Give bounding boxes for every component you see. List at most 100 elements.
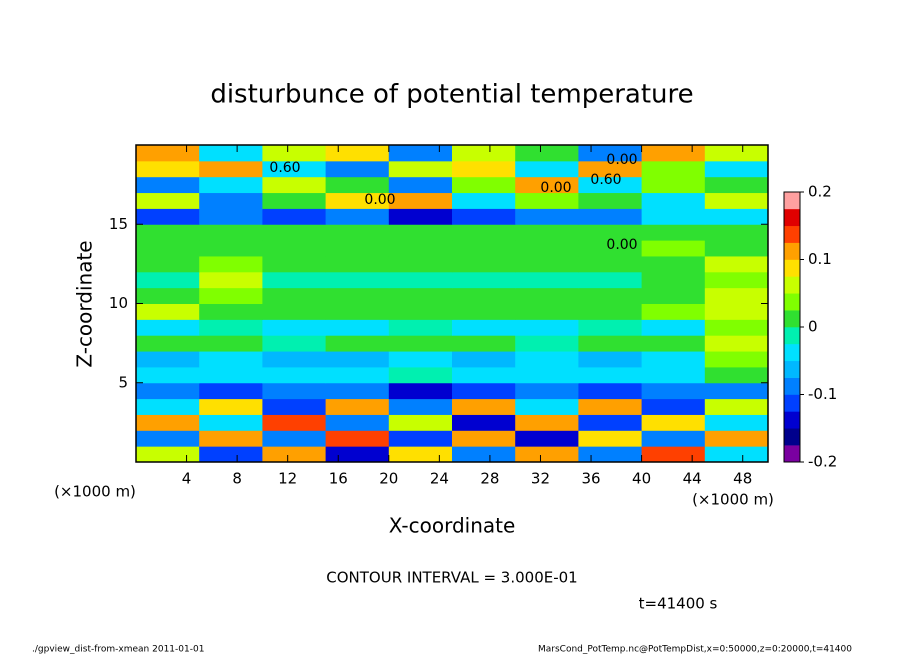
heat-cell bbox=[388, 224, 453, 241]
heat-cell bbox=[136, 398, 200, 415]
colorbar-tick-label: 0.2 bbox=[808, 183, 832, 201]
heat-cell bbox=[388, 430, 453, 447]
heat-cell bbox=[325, 192, 390, 209]
heat-cell bbox=[262, 382, 327, 400]
heat-cell bbox=[136, 446, 200, 463]
heat-cell bbox=[452, 335, 516, 352]
heat-cell bbox=[578, 351, 643, 368]
heat-cell bbox=[641, 366, 706, 384]
heat-cell bbox=[704, 430, 769, 447]
x-tick-label: 24 bbox=[430, 470, 449, 488]
heat-cell bbox=[515, 224, 579, 241]
heat-cell bbox=[515, 176, 579, 194]
heat-cell bbox=[325, 335, 390, 352]
heat-cell bbox=[325, 430, 390, 447]
colorbar-swatch bbox=[784, 377, 800, 395]
y-tick-label: 10 bbox=[109, 294, 128, 312]
heat-cell bbox=[136, 366, 200, 384]
heat-cell bbox=[641, 446, 706, 463]
heat-cell bbox=[704, 382, 769, 400]
y-tick-label: 5 bbox=[118, 373, 128, 391]
heat-cell bbox=[199, 335, 263, 352]
heat-cell bbox=[262, 255, 327, 273]
heat-cell bbox=[136, 255, 200, 273]
heat-cell bbox=[262, 366, 327, 384]
time-note: t=41400 s bbox=[639, 595, 718, 613]
heat-cell bbox=[452, 414, 516, 431]
heat-cell bbox=[578, 303, 643, 320]
heat-cell bbox=[515, 430, 579, 447]
heat-cell bbox=[136, 303, 200, 320]
heat-cell bbox=[262, 446, 327, 463]
heat-cell bbox=[388, 382, 453, 400]
heat-cell bbox=[578, 224, 643, 241]
heat-cell bbox=[325, 319, 390, 336]
heat-cell bbox=[452, 398, 516, 415]
heat-cell bbox=[578, 335, 643, 352]
heat-cell bbox=[704, 398, 769, 415]
heat-cell bbox=[578, 160, 643, 178]
heat-cell bbox=[515, 335, 579, 352]
heat-cell bbox=[452, 446, 516, 463]
contour-label: 0.00 bbox=[540, 180, 571, 196]
heat-cell bbox=[704, 145, 769, 162]
heat-cell bbox=[136, 319, 200, 336]
heat-cell bbox=[262, 145, 327, 162]
heat-cell bbox=[262, 192, 327, 209]
colorbar-tick-label: 0 bbox=[808, 318, 818, 336]
heat-cell bbox=[704, 208, 769, 225]
heat-cell bbox=[325, 398, 390, 415]
heat-cell bbox=[515, 271, 579, 289]
heat-cell bbox=[515, 160, 579, 178]
heat-cell bbox=[515, 414, 579, 431]
heat-cell bbox=[136, 335, 200, 352]
heat-cell bbox=[199, 351, 263, 368]
heat-cell bbox=[199, 208, 263, 225]
heat-cell bbox=[262, 287, 327, 304]
heat-cell bbox=[452, 192, 516, 209]
heat-cell bbox=[136, 145, 200, 162]
footer-left: ./gpview_dist-from-xmean 2011-01-01 bbox=[32, 645, 204, 654]
heat-cell bbox=[325, 160, 390, 178]
heat-cell bbox=[578, 208, 643, 225]
heat-cell bbox=[325, 240, 390, 257]
heat-cell bbox=[199, 430, 263, 447]
heat-cell bbox=[388, 366, 453, 384]
heat-cell bbox=[704, 224, 769, 241]
heat-cell bbox=[262, 335, 327, 352]
heat-cell bbox=[199, 398, 263, 415]
heat-cell bbox=[325, 414, 390, 431]
heat-cell bbox=[515, 208, 579, 225]
heat-cell bbox=[641, 430, 706, 447]
heat-cell bbox=[136, 176, 200, 194]
heat-cell bbox=[262, 271, 327, 289]
colorbar-swatch bbox=[784, 360, 800, 378]
heat-cell bbox=[704, 319, 769, 336]
heat-cell bbox=[452, 160, 516, 178]
heat-cell bbox=[452, 303, 516, 320]
heat-cell bbox=[262, 319, 327, 336]
heat-cell bbox=[578, 382, 643, 400]
heat-cell bbox=[704, 351, 769, 368]
y-axis-label: Z-coordinate bbox=[73, 240, 97, 367]
heat-cell bbox=[325, 287, 390, 304]
heat-cell bbox=[452, 366, 516, 384]
x-tick-label: 4 bbox=[182, 470, 192, 488]
heat-cell bbox=[641, 192, 706, 209]
heat-cell bbox=[641, 176, 706, 194]
heat-cell bbox=[704, 255, 769, 273]
x-tick-label: 44 bbox=[683, 470, 702, 488]
heat-cell bbox=[578, 414, 643, 431]
heat-cell bbox=[262, 208, 327, 225]
colorbar-swatch bbox=[784, 208, 800, 227]
heat-cell bbox=[388, 319, 453, 336]
heat-cell bbox=[262, 176, 327, 194]
heat-cell bbox=[199, 287, 263, 304]
heat-cell bbox=[578, 255, 643, 273]
footer-right: MarsCond_PotTemp.nc@PotTempDist,x=0:5000… bbox=[538, 645, 852, 654]
heat-cell bbox=[578, 446, 643, 463]
heat-cell bbox=[452, 224, 516, 241]
heat-cell bbox=[704, 287, 769, 304]
heat-cell bbox=[578, 192, 643, 209]
heat-cell bbox=[325, 303, 390, 320]
